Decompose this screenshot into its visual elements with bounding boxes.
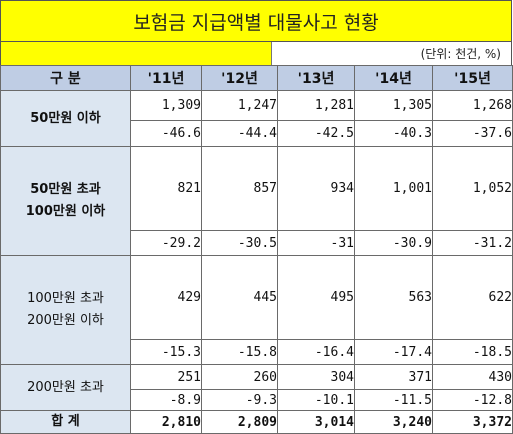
- rate-cell: -15.8: [201, 339, 278, 365]
- header-row: 구 분 '11년 '12년 '13년 '14년 '15년: [0, 65, 513, 91]
- rate-cell: -44.4: [201, 120, 278, 147]
- count-cell: 622: [432, 255, 513, 340]
- count-cell: 1,268: [432, 90, 513, 121]
- header-year: '14년: [354, 65, 433, 91]
- unit-note: (단위: 천건, %): [271, 42, 511, 65]
- count-cell: 1,052: [432, 146, 513, 231]
- rate-cell: -10.1: [277, 389, 355, 411]
- rate-cell: -12.8: [432, 389, 513, 411]
- count-cell: 1,305: [354, 90, 433, 121]
- count-cell: 821: [130, 146, 202, 231]
- rate-cell: -30.5: [201, 230, 278, 256]
- row-label-line: 50만원 초과: [30, 182, 101, 197]
- count-cell: 430: [432, 364, 513, 390]
- row-label: 100만원 초과 200만원 이하: [0, 255, 131, 365]
- total-cell: 3,014: [277, 410, 355, 434]
- header-year: '12년: [201, 65, 278, 91]
- total-cell: 3,372: [432, 410, 513, 434]
- table-row: 100만원 초과 200만원 이하 429 445 495 563 622: [0, 255, 513, 365]
- count-cell: 934: [277, 146, 355, 231]
- rate-cell: -31.2: [432, 230, 513, 256]
- count-cell: 857: [201, 146, 278, 231]
- rate-cell: -16.4: [277, 339, 355, 365]
- row-label: 200만원 초과: [0, 364, 131, 411]
- table-row: 200만원 초과 251 260 304 371 430: [0, 364, 513, 411]
- count-cell: 1,001: [354, 146, 433, 231]
- row-label: 50만원 초과 100만원 이하: [0, 146, 131, 256]
- table-row: 50만원 초과 100만원 이하 821 857 934 1,001 1,052: [0, 146, 513, 256]
- rate-cell: -9.3: [201, 389, 278, 411]
- row-label-line: 100만원 초과: [27, 291, 104, 306]
- header-year: '11년: [130, 65, 202, 91]
- row-label: 50만원 이하: [0, 90, 131, 147]
- rate-cell: -11.5: [354, 389, 433, 411]
- count-cell: 260: [201, 364, 278, 390]
- rate-cell: -42.5: [277, 120, 355, 147]
- count-cell: 1,309: [130, 90, 202, 121]
- count-cell: 304: [277, 364, 355, 390]
- rate-cell: -37.6: [432, 120, 513, 147]
- table-row: 50만원 이하 1,309 1,247 1,281 1,305 1,268: [0, 90, 513, 147]
- count-cell: 1,247: [201, 90, 278, 121]
- header-category: 구 분: [0, 65, 131, 91]
- rate-cell: -40.3: [354, 120, 433, 147]
- count-cell: 445: [201, 255, 278, 340]
- table-row: -29.2 -30.5 -31 -30.9 -31.2: [1, 230, 513, 256]
- unit-row: (단위: 천건, %): [0, 42, 512, 65]
- rate-cell: -17.4: [354, 339, 433, 365]
- rate-cell: -29.2: [130, 230, 202, 256]
- count-cell: 495: [277, 255, 355, 340]
- rate-cell: -18.5: [432, 339, 513, 365]
- row-label-line: 200만원 이하: [27, 313, 104, 328]
- total-cell: 2,810: [130, 410, 202, 434]
- table-title: 보험금 지급액별 대물사고 현황: [0, 0, 512, 42]
- total-label: 합 계: [0, 410, 131, 434]
- total-cell: 3,240: [354, 410, 433, 434]
- count-cell: 371: [354, 364, 433, 390]
- rate-cell: -31: [277, 230, 355, 256]
- total-row: 합 계 2,810 2,809 3,014 3,240 3,372: [0, 410, 513, 434]
- table-row: -15.3 -15.8 -16.4 -17.4 -18.5: [1, 339, 513, 365]
- table-row: -46.6 -44.4 -42.5 -40.3 -37.6: [1, 120, 513, 147]
- rate-cell: -8.9: [130, 389, 202, 411]
- rate-cell: -15.3: [130, 339, 202, 365]
- stats-table: 구 분 '11년 '12년 '13년 '14년 '15년 50만원 이하 1,3…: [0, 65, 513, 434]
- count-cell: 429: [130, 255, 202, 340]
- header-year: '15년: [432, 65, 513, 91]
- rate-cell: -46.6: [130, 120, 202, 147]
- count-cell: 563: [354, 255, 433, 340]
- rate-cell: -30.9: [354, 230, 433, 256]
- total-cell: 2,809: [201, 410, 278, 434]
- count-cell: 251: [130, 364, 202, 390]
- row-label-line: 100만원 이하: [25, 204, 106, 219]
- count-cell: 1,281: [277, 90, 355, 121]
- table-row: -8.9 -9.3 -10.1 -11.5 -12.8: [1, 389, 513, 411]
- header-year: '13년: [277, 65, 355, 91]
